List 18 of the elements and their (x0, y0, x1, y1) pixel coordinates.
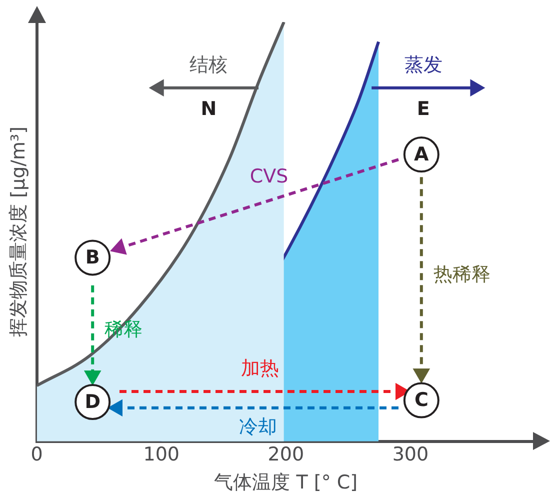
series-label: 蒸发 (404, 54, 442, 76)
annotation: N (200, 98, 217, 120)
annotation: C (414, 389, 428, 412)
series-label: CVS (250, 166, 288, 188)
annotation: A (414, 143, 430, 166)
x-axis-title: 气体温度 T [° C] (214, 472, 358, 494)
series-label: 冷却 (239, 416, 277, 438)
annotation: B (85, 246, 100, 269)
x-tick-label: 0 (30, 444, 43, 466)
series-label: 热稀释 (433, 263, 490, 286)
x-tick-label: 200 (268, 444, 304, 466)
series-label: 加热 (240, 357, 279, 380)
x-tick-label: 300 (392, 444, 429, 466)
series-label: 结核 (190, 54, 228, 76)
y-axis-title: 挥发物质量浓度 [μg/m³] (7, 126, 30, 337)
annotation: D (84, 390, 100, 413)
annotation: E (416, 98, 430, 120)
x-tick-label: 100 (143, 444, 180, 466)
